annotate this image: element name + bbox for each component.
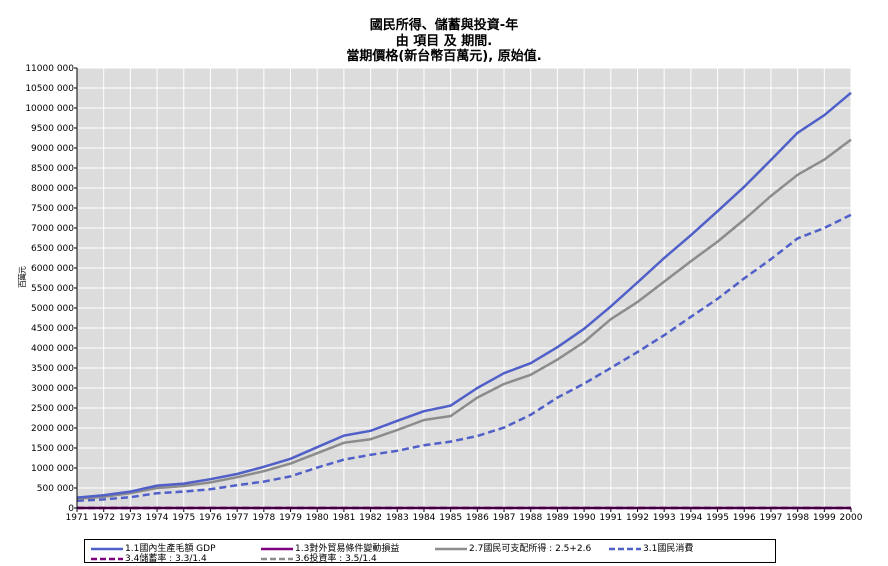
x-tick-label: 1972	[92, 513, 115, 523]
y-tick-label: 10000 000	[25, 104, 74, 114]
y-tick-label: 4500 000	[31, 324, 74, 334]
x-tick-label: 1980	[306, 513, 329, 523]
chart-title-line1: 國民所得、儲蓄與投資-年	[369, 18, 519, 33]
x-tick-label: 1996	[733, 513, 756, 523]
x-tick-label: 1993	[653, 513, 676, 523]
x-tick-label: 1985	[439, 513, 462, 523]
legend-item-terms-of-trade: 1.3對外貿易條件變動損益	[261, 541, 399, 554]
x-tick-label: 1978	[252, 513, 275, 523]
x-tick-label: 1986	[466, 513, 489, 523]
x-tick-label: 1990	[573, 513, 596, 523]
x-tick-label: 2000	[840, 513, 863, 523]
y-tick-label: 9500 000	[31, 124, 74, 134]
x-tick-label: 1988	[519, 513, 542, 523]
y-tick-label: 6500 000	[31, 244, 74, 254]
y-axis-ticks: 0 500 000 1000 000 1500 000 2000 000 2500 000…	[25, 64, 77, 514]
x-tick-label: 1983	[386, 513, 409, 523]
legend-label-gdp: 1.1國內生產毛額 GDP	[125, 544, 216, 554]
y-tick-label: 11000 000	[25, 64, 74, 74]
y-tick-label: 6000 000	[31, 264, 74, 274]
x-tick-label: 1981	[332, 513, 355, 523]
y-tick-label: 1000 000	[31, 464, 74, 474]
y-tick-label: 3000 000	[31, 384, 74, 394]
y-tick-label: 7000 000	[31, 224, 74, 234]
y-tick-label: 5500 000	[31, 284, 74, 294]
y-tick-label: 2500 000	[31, 404, 74, 414]
x-tick-label: 1998	[786, 513, 809, 523]
legend-item-gdp: 1.1國內生產毛額 GDP	[91, 541, 216, 554]
y-tick-label: 7500 000	[31, 204, 74, 214]
x-axis-ticks: 1971 1972 1973 1974 1975 1976 1977 1978 1979 1980…	[66, 508, 863, 523]
x-tick-label: 1995	[706, 513, 729, 523]
y-tick-label: 4000 000	[31, 344, 74, 354]
legend-item-saving-rate: 3.4儲蓄率 : 3.3/1.4	[91, 551, 207, 564]
x-tick-label: 1979	[279, 513, 302, 523]
legend-label-consumption: 3.1國民消費	[643, 544, 694, 554]
chart-title-line3: 當期價格(新台幣百萬元), 原始值.	[346, 49, 542, 64]
legend-item-investment-rate: 3.6投資率 : 3.5/1.4	[261, 551, 377, 564]
x-tick-label: 1982	[359, 513, 382, 523]
y-tick-label: 2000 000	[31, 424, 74, 434]
y-tick-label: 0	[68, 504, 74, 514]
y-tick-label: 8000 000	[31, 184, 74, 194]
x-tick-label: 1987	[493, 513, 516, 523]
y-tick-label: 500 000	[37, 484, 74, 494]
legend-label-investment-rate: 3.6投資率 : 3.5/1.4	[295, 554, 377, 564]
x-tick-label: 1989	[546, 513, 569, 523]
y-tick-label: 3500 000	[31, 364, 74, 374]
chart-title-line2: 由 項目 及 期間.	[395, 34, 493, 49]
x-tick-label: 1971	[66, 513, 89, 523]
x-tick-label: 1997	[759, 513, 782, 523]
y-tick-label: 10500 000	[25, 84, 74, 94]
legend: 1.1國內生產毛額 GDP 1.3對外貿易條件變動損益 2.7國民可支配所得 :…	[84, 539, 776, 564]
series-line-2	[76, 138, 852, 501]
y-tick-label: 5000 000	[31, 304, 74, 314]
y-tick-label: 9000 000	[31, 144, 74, 154]
x-tick-label: 1975	[172, 513, 195, 523]
x-tick-label: 1973	[119, 513, 142, 523]
legend-label-disposable-income: 2.7國民可支配所得 : 2.5+2.6	[469, 544, 592, 554]
legend-label-saving-rate: 3.4儲蓄率 : 3.3/1.4	[125, 554, 207, 564]
legend-label-terms-of-trade: 1.3對外貿易條件變動損益	[295, 544, 400, 554]
y-tick-label: 8500 000	[31, 164, 74, 174]
x-tick-label: 1992	[626, 513, 649, 523]
x-tick-label: 1984	[413, 513, 436, 523]
legend-item-disposable-income: 2.7國民可支配所得 : 2.5+2.6	[435, 541, 591, 554]
x-tick-label: 1974	[146, 513, 169, 523]
x-tick-label: 1999	[813, 513, 836, 523]
x-tick-label: 1977	[226, 513, 249, 523]
y-tick-label: 1500 000	[31, 444, 74, 454]
x-tick-label: 1976	[199, 513, 222, 523]
series-line-0	[76, 91, 852, 499]
legend-item-consumption: 3.1國民消費	[609, 541, 693, 554]
x-tick-label: 1991	[599, 513, 622, 523]
x-tick-label: 1994	[679, 513, 702, 523]
